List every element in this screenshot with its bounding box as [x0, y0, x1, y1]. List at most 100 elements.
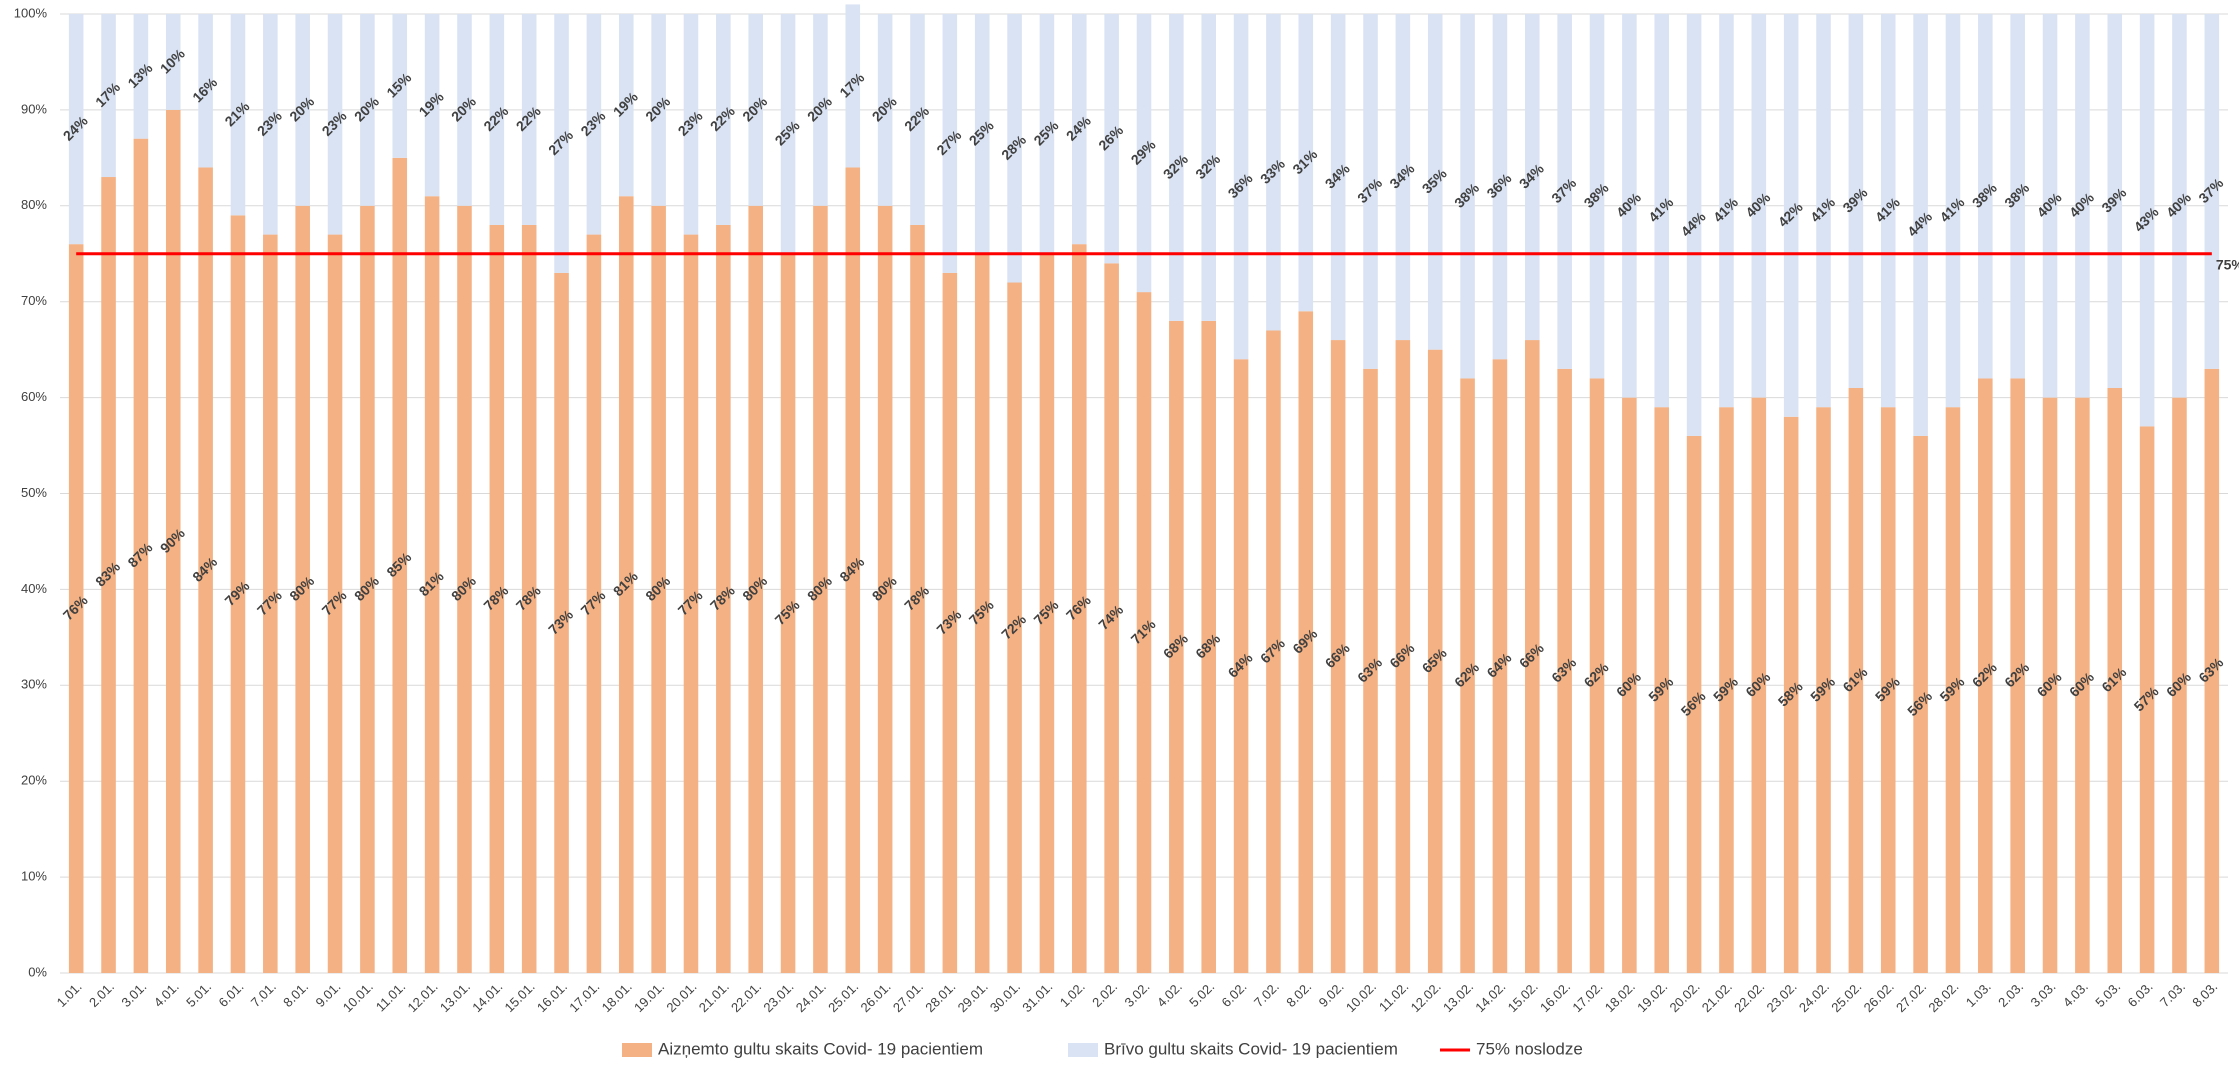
bar-segment — [1298, 311, 1314, 973]
y-tick-label: 40% — [21, 581, 47, 596]
bar-segment — [1136, 14, 1152, 293]
bar-segment — [1363, 368, 1378, 974]
x-tick-label: 7.02. — [1251, 979, 1282, 1010]
data-label: 63% — [1548, 654, 1580, 686]
x-tick-label: 1.01. — [54, 979, 85, 1010]
bar-segment — [1072, 14, 1087, 245]
data-label: 60% — [2066, 668, 2098, 700]
bar-segment — [1719, 14, 1734, 408]
data-label: 40% — [2066, 189, 2098, 221]
x-tick-label: 13.02. — [1440, 979, 1476, 1015]
data-label: 59% — [1936, 673, 1968, 705]
bar-segment — [295, 205, 310, 974]
data-label: 24% — [1063, 112, 1095, 144]
data-label: 20% — [351, 93, 383, 125]
data-label: 22% — [513, 103, 545, 135]
bar-segment — [1622, 14, 1637, 398]
data-label: 22% — [480, 103, 512, 135]
x-tick-label: 30.01. — [987, 979, 1023, 1015]
data-label: 15% — [383, 69, 415, 101]
data-label: 74% — [1095, 601, 1127, 633]
bar-segment — [1880, 407, 1896, 973]
data-label: 80% — [286, 573, 318, 605]
x-tick-label: 2.02. — [1089, 979, 1120, 1010]
x-tick-label: 26.02. — [1861, 979, 1897, 1015]
y-tick-label: 30% — [21, 677, 47, 692]
data-label: 56% — [1904, 688, 1936, 720]
y-tick-label: 90% — [21, 101, 47, 116]
bar-segment — [424, 14, 440, 197]
y-tick-label: 20% — [21, 773, 47, 788]
y-tick-label: 100% — [14, 5, 48, 20]
data-label: 20% — [869, 93, 901, 125]
x-tick-label: 16.01. — [534, 979, 570, 1015]
data-label: 13% — [124, 59, 156, 91]
bar-segment — [1007, 14, 1022, 283]
x-tick-label: 6.01. — [215, 979, 246, 1010]
bar-segment — [1330, 14, 1346, 341]
bar-segment — [521, 224, 537, 974]
bar-segment — [1363, 14, 1378, 369]
x-tick-label: 3.03. — [2028, 979, 2059, 1010]
bar-segment — [1654, 14, 1670, 408]
bar-segment — [748, 205, 763, 974]
bar-segment — [748, 14, 763, 206]
data-label: 40% — [2034, 189, 2066, 221]
data-label: 73% — [933, 606, 965, 638]
bar-segment — [1557, 368, 1572, 974]
bar-segment — [230, 215, 246, 973]
bar-segment — [586, 14, 602, 235]
data-label: 29% — [1128, 136, 1160, 168]
data-label: 60% — [2163, 668, 2195, 700]
bar-segment — [877, 14, 893, 206]
bar-segment — [295, 14, 310, 206]
data-label: 20% — [804, 93, 836, 125]
data-label: 78% — [513, 582, 545, 614]
bar-segment — [1686, 435, 1702, 974]
data-label: 63% — [1354, 654, 1386, 686]
data-label: 71% — [1128, 616, 1160, 648]
x-tick-label: 25.01. — [825, 979, 861, 1015]
x-tick-label: 24.02. — [1796, 979, 1832, 1015]
x-tick-label: 11.02. — [1376, 979, 1411, 1014]
x-tick-label: 20.01. — [663, 979, 699, 1015]
bar-segment — [651, 14, 666, 206]
legend-swatch — [1068, 1043, 1098, 1057]
bar-segment — [68, 244, 84, 973]
x-tick-label: 12.02. — [1408, 979, 1444, 1015]
data-label: 40% — [1613, 189, 1645, 221]
bar-segment — [942, 272, 958, 973]
data-label: 34% — [1516, 160, 1548, 192]
data-label: 77% — [675, 587, 707, 619]
bar-segment — [165, 109, 181, 973]
bar-segment — [2139, 426, 2155, 973]
bar-segment — [198, 167, 213, 973]
x-tick-label: 2.03. — [1995, 979, 2026, 1010]
data-label: 81% — [416, 568, 448, 600]
x-tick-label: 21.01. — [696, 979, 732, 1015]
bar-segment — [974, 14, 990, 254]
data-label: 27% — [545, 127, 577, 159]
bar-segment — [1233, 359, 1249, 973]
data-label: 69% — [1289, 625, 1321, 657]
data-label: 41% — [1936, 194, 1968, 226]
x-tick-label: 9.01. — [313, 979, 344, 1010]
x-tick-label: 28.02. — [1925, 979, 1961, 1015]
x-tick-label: 8.02. — [1283, 979, 1314, 1010]
bar-segment — [1039, 253, 1055, 973]
bar-segment — [457, 205, 472, 974]
y-tick-label: 80% — [21, 197, 47, 212]
data-label: 59% — [1872, 673, 1904, 705]
bar-segment — [1395, 14, 1411, 341]
data-label: 43% — [2131, 203, 2163, 235]
x-tick-label: 4.01. — [151, 979, 182, 1010]
bar-segment — [1686, 14, 1702, 436]
bar-segment — [392, 157, 408, 974]
data-label: 78% — [901, 582, 933, 614]
bar-segment — [716, 14, 731, 225]
bar-segment — [521, 14, 537, 225]
bar-segment — [230, 14, 246, 216]
x-tick-label: 18.01. — [599, 979, 635, 1015]
x-tick-label: 15.01. — [502, 979, 538, 1015]
x-tick-label: 1.03. — [1963, 979, 1994, 1010]
